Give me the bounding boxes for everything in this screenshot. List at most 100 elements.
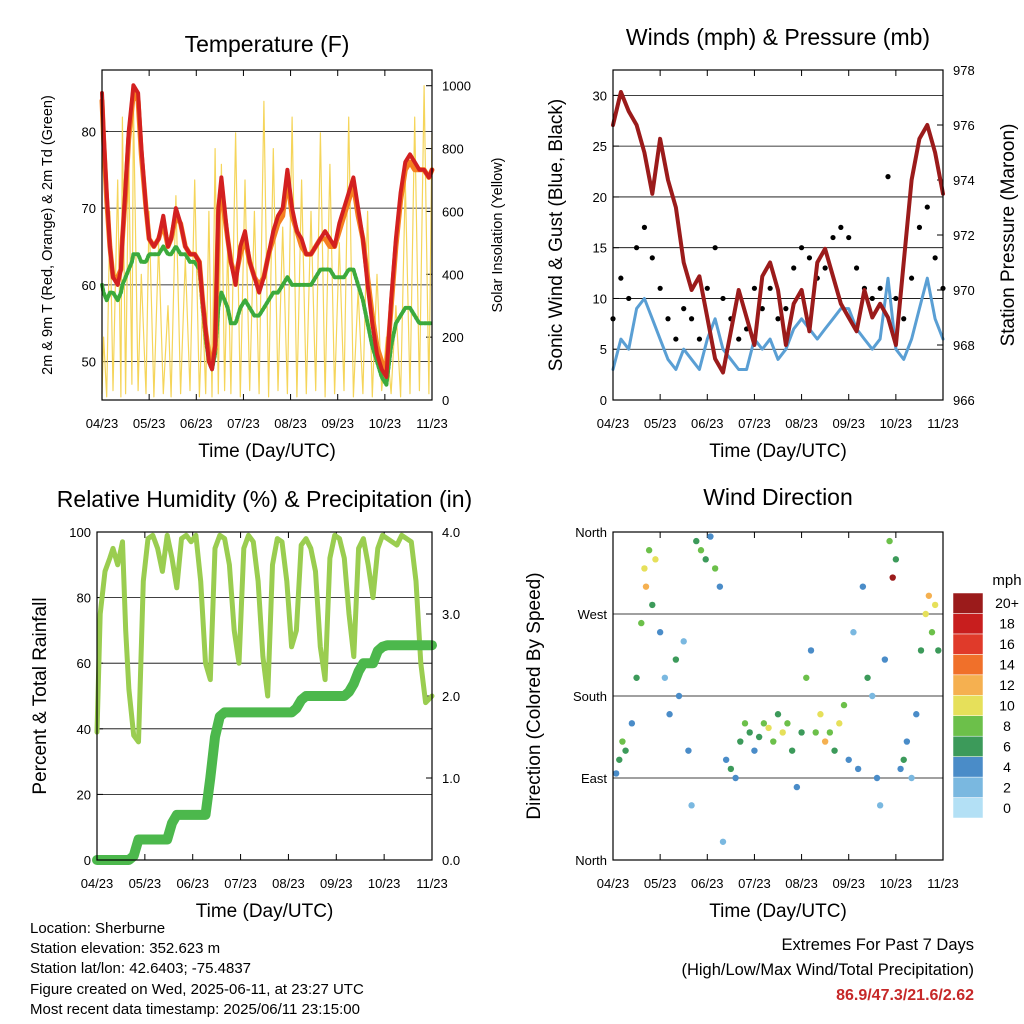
colorbar-swatch	[952, 654, 984, 676]
extremes-box: Extremes For Past 7 Days (High/Low/Max W…	[681, 933, 974, 1008]
humidity-panel: Relative Humidity (%) & Precipitation (i…	[30, 486, 472, 922]
humidity-ytick-label: 100	[69, 525, 91, 540]
direction-xtick-label: 05/23	[644, 876, 677, 891]
direction-point	[760, 720, 768, 727]
direction-point	[925, 592, 933, 599]
direction-point	[737, 738, 744, 745]
direction-point	[642, 583, 650, 590]
gust-point	[806, 255, 813, 261]
winds-border	[612, 69, 944, 401]
temperature-ylabel: 2m & 9m T (Red, Orange) & 2m Td (Green)	[40, 95, 56, 375]
dewpoint-series	[100, 244, 434, 387]
winds-panel: Winds (mph) & Pressure (mb) 04/23 05/23 06/…	[546, 24, 1019, 462]
gust-point	[901, 316, 907, 322]
direction-xtick-label: 04/23	[597, 876, 630, 891]
winds-ytick-label: 20	[593, 190, 607, 205]
gust-point	[932, 255, 938, 261]
temperature-y2label: Solar Insolation (Yellow)	[490, 157, 506, 312]
direction-point	[864, 674, 871, 681]
temperature-border	[101, 69, 433, 401]
direction-ytick-label: North	[575, 853, 607, 868]
gust-point	[916, 224, 923, 230]
winds-xtick-label: 07/23	[738, 416, 771, 431]
colorbar-label: 6	[1003, 738, 1011, 754]
gust-point	[673, 336, 679, 342]
direction-title: Wind Direction	[703, 484, 853, 510]
direction-point	[840, 701, 848, 709]
direction-xtick-label: 06/23	[691, 876, 724, 891]
direction-point	[908, 774, 915, 782]
gust-point	[759, 306, 765, 312]
direction-point	[672, 656, 680, 663]
temperature-y2tick-label: 1000	[442, 79, 471, 94]
colorbar-label: 16	[999, 636, 1015, 652]
gust-point	[712, 245, 718, 251]
direction-point	[746, 729, 753, 736]
direction-point	[649, 601, 656, 609]
winds-ylabel: Sonic Wind & Gust (Blue, Black)	[546, 99, 567, 371]
colorbar-label: 20+	[995, 595, 1019, 611]
temperature-ytick-label: 80	[82, 124, 96, 139]
pressure-series	[611, 90, 945, 375]
direction-point	[889, 574, 896, 581]
winds-ytick-label: 5	[600, 342, 607, 357]
gust-point	[877, 285, 883, 291]
direction-point	[661, 674, 669, 681]
gust-point	[641, 224, 648, 230]
colorbar-swatch	[952, 756, 984, 778]
gust-point	[657, 285, 663, 291]
direction-point	[693, 537, 700, 545]
direction-point	[881, 656, 889, 663]
direction-point	[845, 756, 852, 763]
direction-point	[803, 674, 810, 681]
gust-point	[791, 265, 797, 271]
direction-point	[633, 674, 640, 681]
direction-point	[821, 738, 829, 745]
temperature-title: Temperature (F)	[185, 31, 350, 57]
colorbar-label: 8	[1003, 718, 1011, 734]
gust-point	[665, 316, 671, 322]
rh-series	[94, 532, 435, 745]
info-location: Location: Sherburne	[30, 920, 166, 937]
direction-point	[707, 533, 714, 540]
humidity-y2tick-label: 2.0	[442, 689, 460, 704]
direction-point	[922, 610, 929, 618]
gust-point	[736, 336, 742, 342]
station-info: Location: Sherburne Station elevation: 3…	[30, 919, 364, 1020]
direction-point	[788, 747, 796, 754]
humidity-y2tick-label: 1.0	[442, 771, 460, 786]
humidity-xtick-label: 05/23	[129, 876, 162, 891]
humidity-y2tick-label: 0.0	[442, 853, 460, 868]
direction-point	[900, 756, 907, 763]
winds-xtick-label: 04/23	[597, 416, 630, 431]
winds-ytick-label: 30	[593, 88, 607, 103]
temperature-ytick-label: 60	[82, 278, 96, 293]
humidity-xtick-label: 04/23	[81, 876, 114, 891]
humidity-ytick-label: 40	[77, 722, 91, 737]
direction-point	[755, 733, 763, 741]
winds-y2tick-label: 968	[953, 338, 975, 353]
direction-point	[798, 729, 805, 736]
temperature-y2tick-label: 800	[442, 142, 464, 157]
winds-xtick-label: 05/23	[644, 416, 677, 431]
temperature-xtick-label: 05/23	[133, 416, 166, 431]
temperature-xtick-label: 07/23	[227, 416, 260, 431]
direction-point	[751, 747, 758, 754]
winds-y2tick-label: 978	[953, 63, 975, 78]
direction-point	[812, 729, 819, 736]
direction-point	[928, 629, 936, 636]
direction-point	[779, 729, 786, 736]
direction-ytick-label: East	[581, 771, 607, 786]
humidity-title: Relative Humidity (%) & Precipitation (i…	[57, 486, 472, 512]
gust-point	[626, 295, 632, 302]
temperature-y2tick-label: 600	[442, 204, 464, 219]
wind-series	[611, 276, 945, 371]
temperature-y2tick-label: 200	[442, 330, 464, 345]
humidity-xtick-label: 11/23	[416, 876, 448, 891]
winds-y2label: Station Pressure (Maroon)	[998, 124, 1019, 347]
gust-point	[618, 275, 624, 281]
direction-point	[836, 720, 843, 727]
humidity-xtick-label: 08/23	[272, 876, 305, 891]
winds-ytick-label: 10	[593, 291, 607, 306]
temperature-xtick-label: 10/23	[369, 416, 402, 431]
